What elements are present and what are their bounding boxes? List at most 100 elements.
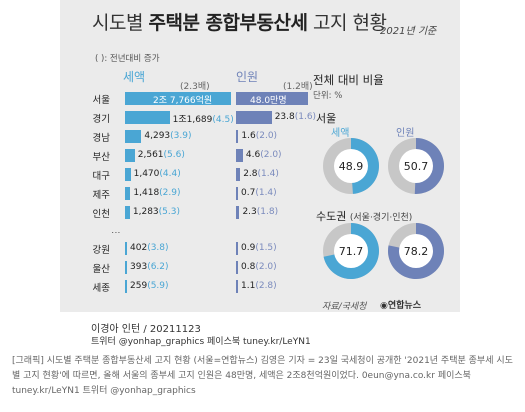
- pie-label-tax: 세액: [331, 128, 350, 139]
- tax-value-label: 2조 7,766억원: [153, 93, 212, 106]
- pie-group-capital-title: 수도권 (서울·경기·인천): [316, 210, 413, 223]
- growth-text: (4.4): [159, 169, 181, 179]
- tax-multiplier: (2.3배): [180, 82, 210, 92]
- tax-value-label: 1,283(5.3): [133, 207, 180, 217]
- value-text: 23.8: [274, 112, 295, 122]
- people-value-label: 1.6(2.0): [241, 131, 277, 141]
- category-label: 강원: [92, 245, 110, 256]
- value-text: 402: [130, 243, 148, 253]
- value-text: 2.8: [243, 169, 258, 179]
- growth-text: (1.4): [257, 169, 279, 179]
- people-bar: [236, 280, 238, 293]
- tax-value-label: 402(3.8): [130, 243, 169, 253]
- value-text: 2,561: [137, 150, 164, 160]
- growth-text: (3.9): [170, 131, 192, 141]
- tax-bar: [125, 280, 127, 293]
- tax-value-label: 4,293(3.9): [144, 131, 191, 141]
- value-text: 1,470: [133, 169, 160, 179]
- people-value-label: 2.8(1.4): [243, 169, 279, 179]
- people-bar: [236, 187, 238, 200]
- pie-seoul-tax: 48.9: [323, 138, 380, 194]
- value-text: 0.7: [241, 188, 256, 198]
- tax-bar: [125, 206, 130, 219]
- growth-text: (5.9): [147, 281, 169, 291]
- value-text: 259: [130, 281, 148, 291]
- pie-unit: 단위: %: [313, 91, 343, 101]
- value-text: 2.3: [242, 207, 257, 217]
- people-multiplier: (1.2배): [283, 82, 313, 92]
- source-label: 자료/국세청: [322, 302, 367, 312]
- tax-value-label: 1,470(4.4): [134, 169, 181, 179]
- growth-text: (2.0): [255, 131, 278, 141]
- category-label: 경기: [92, 114, 110, 125]
- growth-text: (2.8): [255, 281, 277, 291]
- value-text: 1,418: [133, 188, 160, 198]
- growth-text: (1.4): [255, 188, 277, 198]
- ellipsis-mark: ⋮: [110, 228, 120, 237]
- category-label: 경남: [92, 133, 110, 144]
- donut-hole: [334, 149, 368, 183]
- donut-hole: [334, 234, 368, 268]
- tax-bar: [125, 92, 231, 105]
- tax-bar: [125, 130, 142, 143]
- tax-bar: [125, 242, 127, 255]
- pie-label-people: 인원: [396, 128, 415, 139]
- pie-value-label: 48.9: [339, 160, 364, 173]
- people-bar: [236, 206, 240, 219]
- tax-bar: [125, 149, 135, 162]
- tax-value-label: 2,561(5.6): [138, 150, 185, 160]
- pie-value-label: 71.7: [339, 245, 364, 258]
- people-bar: [236, 92, 308, 105]
- value-text: 0.8: [241, 262, 256, 272]
- category-label: 세종: [92, 283, 110, 294]
- people-value-label: 0.8(2.0): [241, 262, 277, 272]
- value-text: 0.9: [241, 243, 256, 253]
- pie-capital-tax: 71.7: [323, 223, 379, 279]
- tax-bar: [125, 261, 127, 274]
- people-value-label: 48.0만명: [250, 93, 287, 106]
- growth-text: (1.8): [256, 207, 279, 217]
- donut-hole: [399, 234, 433, 268]
- pie-value-label: 78.2: [404, 245, 429, 258]
- growth-text: (2.0): [255, 262, 277, 272]
- tax-series-header: 세액: [123, 70, 146, 84]
- value-text: 1.6: [241, 131, 256, 141]
- tax-bar: [125, 187, 131, 200]
- people-value-label: 2.3(1.8): [242, 207, 278, 217]
- people-bar: [236, 111, 272, 124]
- category-label: 제주: [92, 190, 110, 201]
- pie-section-title: 전체 대비 비율: [313, 73, 384, 87]
- growth-text: (2.9): [159, 188, 181, 198]
- chart-title: 시도별 주택분 종합부동산세 고지 현황: [92, 12, 387, 34]
- value-text: 4.6: [245, 150, 261, 160]
- growth-text: (2.0): [260, 150, 282, 160]
- tax-value-label: 259(5.9): [130, 281, 169, 291]
- people-bar: [236, 261, 238, 274]
- pie-capital-people: 78.2: [388, 223, 444, 279]
- pie-group-seoul-title: 서울: [316, 112, 337, 125]
- growth-text: (5.6): [163, 150, 185, 160]
- value-text: 393: [130, 262, 148, 272]
- author-line: 이경아 인턴 / 20211123: [91, 324, 201, 335]
- value-text: 1.1: [241, 281, 256, 291]
- yonhap-logo: ◉연합뉴스: [380, 301, 421, 311]
- legend-note: ( ): 전년대비 증가: [95, 54, 160, 64]
- growth-text: (4.5): [212, 115, 234, 125]
- value-text: 48.0만명: [250, 96, 287, 106]
- growth-text: (1.6): [294, 112, 317, 122]
- people-value-label: 0.9(1.5): [241, 243, 277, 253]
- people-value-label: 23.8(1.6): [275, 112, 316, 122]
- people-value-label: 4.6(2.0): [246, 150, 282, 160]
- people-bar: [236, 149, 243, 162]
- category-label: 울산: [92, 264, 110, 275]
- growth-text: (1.5): [255, 243, 277, 253]
- donut-hole: [399, 149, 433, 183]
- tax-value-label: 393(6.2): [130, 262, 169, 272]
- pie-seoul-people: 50.7: [388, 138, 444, 194]
- tax-bar: [125, 111, 170, 124]
- people-value-label: 0.7(1.4): [241, 188, 277, 198]
- tax-value-label: 1조1,689(4.5): [173, 112, 234, 125]
- caption-text: [그래픽] 시도별 주택분 종합부동산세 고지 현황 (서울=연합뉴스) 김영은…: [12, 356, 513, 396]
- tax-bar: [125, 168, 131, 181]
- people-series-header: 인원: [236, 70, 259, 84]
